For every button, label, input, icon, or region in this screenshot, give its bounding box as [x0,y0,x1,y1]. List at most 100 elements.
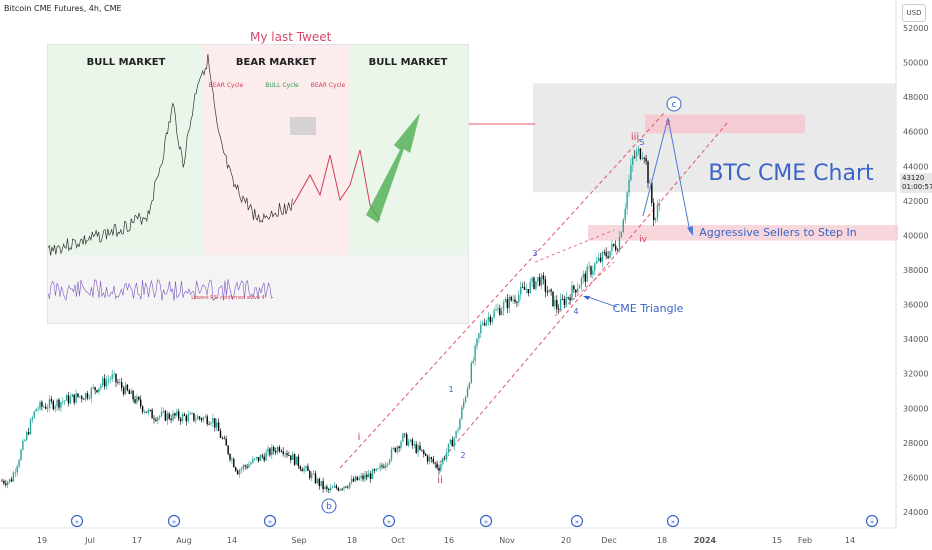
candle-body [229,454,231,460]
wave-3-label: 3 [532,249,537,258]
candle-body [413,444,415,446]
candle-body [12,472,15,482]
event-marker-icon: » [70,514,84,528]
channel-lower-line [434,121,729,469]
candle-body [366,474,368,478]
candle-body [267,448,269,453]
x-tick-label: Dec [601,536,616,545]
candle-body [214,418,216,428]
candle-body [24,439,26,441]
candle-body [569,297,571,301]
candle-body [445,452,448,460]
candle-body [75,393,77,403]
candle-body [153,418,155,420]
wave-b-circle [321,498,337,514]
candle-body [438,467,440,471]
candle-body [423,450,425,454]
wave-v-label: v [666,118,671,127]
candle-body [432,459,434,463]
x-tick-label: Nov [499,536,515,545]
candle-body [138,396,140,400]
candle-body [354,476,357,482]
inset-svg: BULL MARKET BEAR MARKET BULL MARKET BEAR Cy… [48,45,468,323]
chart-title: Bitcoin CME Futures, 4h, CME [4,4,122,13]
y-tick-label: 32000 [903,370,928,379]
candle-body [331,487,334,489]
candle-body [149,409,151,411]
candle-body [164,410,167,421]
candle-body [373,469,376,471]
x-tick-label: 18 [657,536,667,545]
wave-5-label: 5 [639,138,644,147]
candle-body [217,422,220,432]
candle-body [383,466,385,468]
candle-body [94,387,96,391]
candle-body [379,465,381,469]
candle-body [396,446,398,452]
candle-body [548,289,550,293]
candle-body [71,394,73,397]
candle-body [483,323,486,326]
inset-rsi-line [48,279,274,301]
inset-gray-box [290,117,316,135]
x-tick-label: 18 [347,536,357,545]
candle-body [115,373,117,383]
candle-body [592,270,594,275]
wave-b-label: b [326,502,332,512]
x-tick-label: 14 [227,536,237,545]
candle-body [586,266,588,282]
candle-body [73,394,75,403]
candle-body [425,453,427,456]
support-zone [588,225,898,241]
candle-body [140,399,142,407]
candle-body [90,388,92,399]
candle-body [647,161,649,184]
candle-body [280,451,282,453]
candle-body [387,463,389,465]
candle-body [248,464,250,468]
candle-body [578,285,581,289]
candle-body [269,448,271,456]
candle-body [333,485,336,488]
candle-body [398,446,400,449]
candle-body [558,308,560,310]
candle-body [221,437,224,439]
candle-body [35,408,37,412]
candle-body [596,261,598,264]
candle-body [288,455,290,457]
event-marker-icon: » [666,514,680,528]
currency-button[interactable]: USD [902,4,926,22]
candle-body [271,446,273,456]
x-tick-label: Jul [84,536,95,545]
event-marker-ring [479,514,493,528]
candle-body [461,407,463,419]
candle-body [179,418,182,422]
event-marker-icon: » [263,514,277,528]
x-tick-label: Sep [291,536,306,545]
x-tick-label: 15 [772,536,782,545]
candle-body [474,345,476,361]
candle-body [124,384,127,395]
candle-body [65,395,68,401]
event-marker-glyph: » [75,518,79,526]
candle-body [84,393,87,400]
candle-body [109,379,111,380]
wave-iv-label: iv [639,235,648,245]
candle-body [299,466,301,470]
y-tick-label: 40000 [903,231,928,240]
candle-body [328,488,330,491]
candle-body [43,406,45,408]
candle-body [497,308,499,310]
candle-body [362,475,364,480]
wave-c-label: c [672,100,677,110]
candle-body [487,316,490,321]
candle-body [520,286,522,295]
candle-body [620,232,623,238]
candle-body [7,481,9,486]
candle-body [45,406,47,409]
candle-body [455,431,457,438]
candle-body [261,455,263,457]
triangle-pointer-line [584,295,618,308]
candles-group [1,145,661,494]
candle-body [597,257,600,262]
